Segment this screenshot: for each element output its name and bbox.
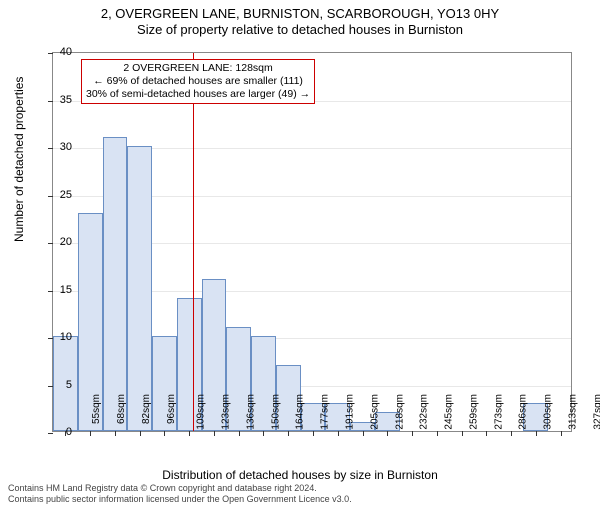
x-tick-label: 205sqm: [369, 394, 380, 430]
annotation-line-1: 2 OVERGREEN LANE: 128sqm: [86, 62, 310, 75]
histogram-bar: [103, 137, 128, 432]
x-tick-label: 68sqm: [116, 394, 127, 424]
x-tick: [140, 431, 141, 436]
annotation-line-2: ← 69% of detached houses are smaller (11…: [86, 75, 310, 88]
x-tick: [387, 431, 388, 436]
x-tick: [462, 431, 463, 436]
x-tick: [486, 431, 487, 436]
x-tick: [536, 431, 537, 436]
y-tick: [48, 243, 53, 244]
y-tick-label: 35: [60, 94, 72, 106]
x-tick-label: 273sqm: [493, 394, 504, 430]
x-tick: [338, 431, 339, 436]
y-tick-label: 15: [60, 284, 72, 296]
x-tick: [263, 431, 264, 436]
y-tick-label: 30: [60, 141, 72, 153]
x-tick-label: 136sqm: [246, 394, 257, 430]
x-tick-label: 164sqm: [295, 394, 306, 430]
x-tick-label: 286sqm: [518, 394, 529, 430]
x-tick-label: 245sqm: [444, 394, 455, 430]
x-tick-label: 55sqm: [91, 394, 102, 424]
x-tick-label: 177sqm: [320, 394, 331, 430]
footer-line-1: Contains HM Land Registry data © Crown c…: [8, 483, 352, 493]
property-marker-line: [193, 53, 194, 431]
x-tick: [511, 431, 512, 436]
chart-title-sub: Size of property relative to detached ho…: [0, 22, 600, 37]
y-tick: [48, 433, 53, 434]
y-tick: [48, 53, 53, 54]
y-tick: [48, 291, 53, 292]
y-tick: [48, 196, 53, 197]
x-tick: [437, 431, 438, 436]
x-tick-label: 150sqm: [270, 394, 281, 430]
annotation-line-3: 30% of semi-detached houses are larger (…: [86, 88, 310, 101]
x-tick: [115, 431, 116, 436]
x-tick-label: 96sqm: [166, 394, 177, 424]
x-tick-label: 300sqm: [543, 394, 554, 430]
y-tick-label: 25: [60, 189, 72, 201]
x-tick-label: 218sqm: [394, 394, 405, 430]
x-tick: [90, 431, 91, 436]
chart-container: 2 OVERGREEN LANE: 128sqm← 69% of detache…: [52, 52, 572, 432]
x-tick: [561, 431, 562, 436]
x-tick-label: 313sqm: [567, 394, 578, 430]
x-tick: [313, 431, 314, 436]
y-tick-label: 0: [66, 426, 72, 438]
x-tick: [189, 431, 190, 436]
x-tick: [164, 431, 165, 436]
x-tick-label: 259sqm: [468, 394, 479, 430]
x-tick: [412, 431, 413, 436]
y-axis-label: Number of detached properties: [12, 77, 26, 242]
y-tick: [48, 101, 53, 102]
annotation-box: 2 OVERGREEN LANE: 128sqm← 69% of detache…: [81, 59, 315, 104]
y-tick: [48, 148, 53, 149]
y-tick-label: 10: [60, 331, 72, 343]
plot-area: 2 OVERGREEN LANE: 128sqm← 69% of detache…: [52, 52, 572, 432]
x-tick-label: 327sqm: [592, 394, 600, 430]
x-tick: [239, 431, 240, 436]
footer-line-2: Contains public sector information licen…: [8, 494, 352, 504]
x-tick: [288, 431, 289, 436]
footer-attribution: Contains HM Land Registry data © Crown c…: [8, 483, 352, 504]
y-tick-label: 20: [60, 236, 72, 248]
y-tick-label: 5: [66, 379, 72, 391]
chart-title-main: 2, OVERGREEN LANE, BURNISTON, SCARBOROUG…: [0, 6, 600, 21]
x-tick-label: 109sqm: [196, 394, 207, 430]
x-tick-label: 191sqm: [345, 394, 356, 430]
x-tick: [214, 431, 215, 436]
x-tick-label: 232sqm: [419, 394, 430, 430]
y-tick-label: 40: [60, 46, 72, 58]
x-tick-label: 123sqm: [221, 394, 232, 430]
x-tick: [363, 431, 364, 436]
x-tick-label: 82sqm: [141, 394, 152, 424]
histogram-bar: [127, 146, 152, 431]
x-axis-label: Distribution of detached houses by size …: [0, 468, 600, 482]
